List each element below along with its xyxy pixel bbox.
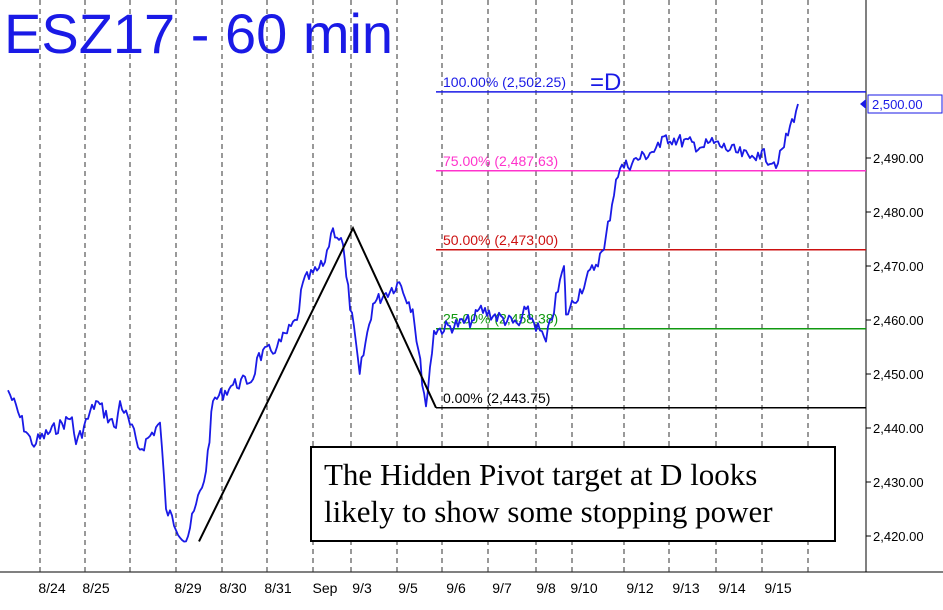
x-tick-label: 8/25 — [82, 580, 109, 596]
annotation-line-2: likely to show some stopping power — [324, 494, 773, 529]
chart-title: ESZ17 - 60 min — [4, 2, 394, 65]
fib-level-suffix: =D — [590, 69, 621, 96]
annotation-line-1: The Hidden Pivot target at D looks — [324, 457, 758, 492]
fib-level-label: 75.00% (2,487.63) — [443, 153, 558, 169]
x-tick-label: 9/3 — [352, 580, 372, 596]
y-tick-label: 2,440.00 — [873, 421, 924, 436]
x-tick-label: 9/10 — [570, 580, 597, 596]
x-tick-label: 8/31 — [264, 580, 291, 596]
y-tick-label: 2,450.00 — [873, 367, 924, 382]
x-tick-label: 8/24 — [38, 580, 65, 596]
x-tick-label: 9/15 — [764, 580, 791, 596]
x-tick-label: 9/14 — [718, 580, 745, 596]
x-tick-label: 9/7 — [492, 580, 512, 596]
fib-level-label: 0.00% (2,443.75) — [443, 390, 550, 406]
annotation-box: The Hidden Pivot target at D looks likel… — [310, 446, 836, 542]
y-tick-label: 2,480.00 — [873, 205, 924, 220]
y-tick-label: 2,460.00 — [873, 313, 924, 328]
x-tick-label: 8/29 — [174, 580, 201, 596]
x-tick-label: Sep — [313, 580, 338, 596]
x-tick-label: 9/13 — [672, 580, 699, 596]
y-tick-label: 2,470.00 — [873, 259, 924, 274]
last-price-pointer — [860, 99, 866, 109]
y-tick-label: 2,420.00 — [873, 529, 924, 544]
y-tick-label: 2,490.00 — [873, 151, 924, 166]
abc-pattern-line — [198, 225, 437, 542]
x-tick-label: 8/30 — [219, 580, 246, 596]
fib-level-label: 100.00% (2,502.25) — [443, 74, 566, 90]
last-price-label: 2,500.00 — [872, 97, 923, 112]
y-tick-label: 2,430.00 — [873, 475, 924, 490]
fib-level-label: 50.00% (2,473.00) — [443, 232, 558, 248]
last-price-box — [867, 94, 943, 114]
price-series-line — [7, 103, 799, 543]
x-tick-label: 9/8 — [536, 580, 556, 596]
x-tick-label: 9/5 — [398, 580, 418, 596]
x-tick-label: 9/12 — [626, 580, 653, 596]
x-tick-label: 9/6 — [446, 580, 466, 596]
